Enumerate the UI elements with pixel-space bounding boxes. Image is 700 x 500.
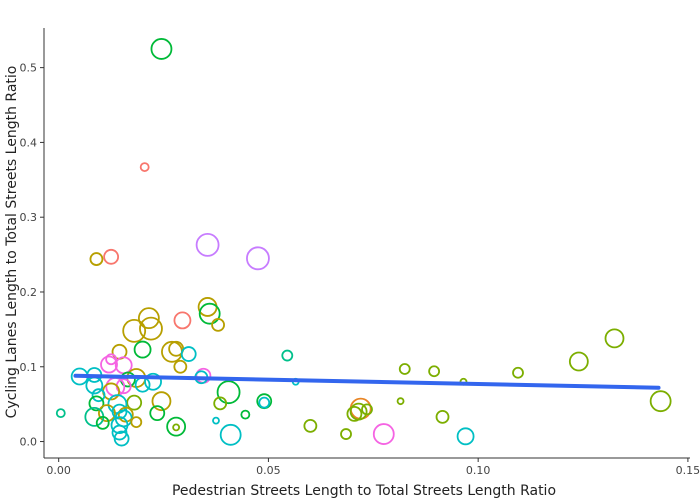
data-point: [604, 328, 625, 349]
data-point: [110, 416, 129, 434]
data-point: [372, 423, 395, 445]
data-point: [346, 405, 363, 422]
data-point: [151, 391, 172, 412]
axes: 0.00 0.05 0.10 0.15 0.0 0.1 0.2 0.3 0.4 0.5: [20, 28, 700, 477]
x-tick-label: 0.00: [46, 464, 71, 477]
data-point: [568, 351, 589, 372]
data-point: [281, 349, 294, 362]
y-tick-label: 0.2: [20, 286, 38, 299]
data-point: [139, 316, 163, 341]
data-point: [98, 404, 116, 423]
data-point: [198, 302, 221, 325]
data-point: [219, 423, 242, 446]
y-tick-label: 0.5: [20, 62, 38, 75]
data-point: [435, 409, 450, 424]
data-point: [246, 246, 270, 271]
data-point: [130, 416, 143, 429]
data-points: [55, 38, 672, 447]
data-point: [139, 162, 150, 172]
data-point: [216, 380, 241, 405]
data-point: [340, 428, 352, 440]
data-point: [428, 365, 441, 378]
x-tick-label: 0.05: [256, 464, 281, 477]
data-point: [456, 427, 475, 446]
data-point: [211, 317, 225, 332]
y-tick-label: 0.0: [20, 436, 38, 449]
data-point: [240, 409, 251, 420]
data-point: [91, 388, 106, 403]
data-point: [114, 356, 133, 375]
x-tick-label: 0.15: [676, 464, 700, 477]
data-point: [398, 363, 411, 375]
data-point: [212, 416, 220, 425]
trend-line-group: [73, 373, 661, 390]
data-point: [88, 395, 105, 412]
data-point: [396, 397, 405, 406]
data-point: [173, 359, 188, 374]
data-point: [258, 396, 271, 409]
data-point: [103, 248, 120, 265]
y-tick-label: 0.3: [20, 211, 38, 224]
data-point: [133, 340, 152, 359]
data-point: [95, 415, 110, 430]
y-tick-label: 0.4: [20, 136, 38, 149]
data-point: [349, 402, 368, 421]
data-point: [303, 418, 318, 433]
data-point: [137, 307, 160, 330]
data-point: [89, 252, 104, 266]
data-point: [144, 372, 162, 391]
y-axis-title: Cycling Lanes Length to Total Streets Le…: [4, 66, 20, 419]
trend-line: [73, 373, 661, 390]
data-point: [100, 355, 118, 374]
data-point: [180, 346, 197, 362]
data-point: [150, 38, 173, 60]
data-point: [122, 318, 147, 343]
data-point: [55, 408, 66, 419]
data-point: [149, 405, 166, 422]
data-point: [113, 430, 130, 447]
data-point: [161, 340, 183, 363]
data-point: [105, 353, 118, 366]
x-tick-label: 0.10: [466, 464, 491, 477]
data-point: [195, 232, 220, 257]
data-point: [166, 416, 187, 437]
x-axis-title: Pedestrian Streets Length to Total Stree…: [172, 483, 556, 499]
data-point: [172, 423, 181, 432]
data-point: [173, 311, 192, 330]
data-point: [649, 390, 672, 413]
data-point: [213, 396, 228, 411]
data-point: [512, 366, 524, 379]
y-tick-label: 0.1: [20, 361, 38, 374]
